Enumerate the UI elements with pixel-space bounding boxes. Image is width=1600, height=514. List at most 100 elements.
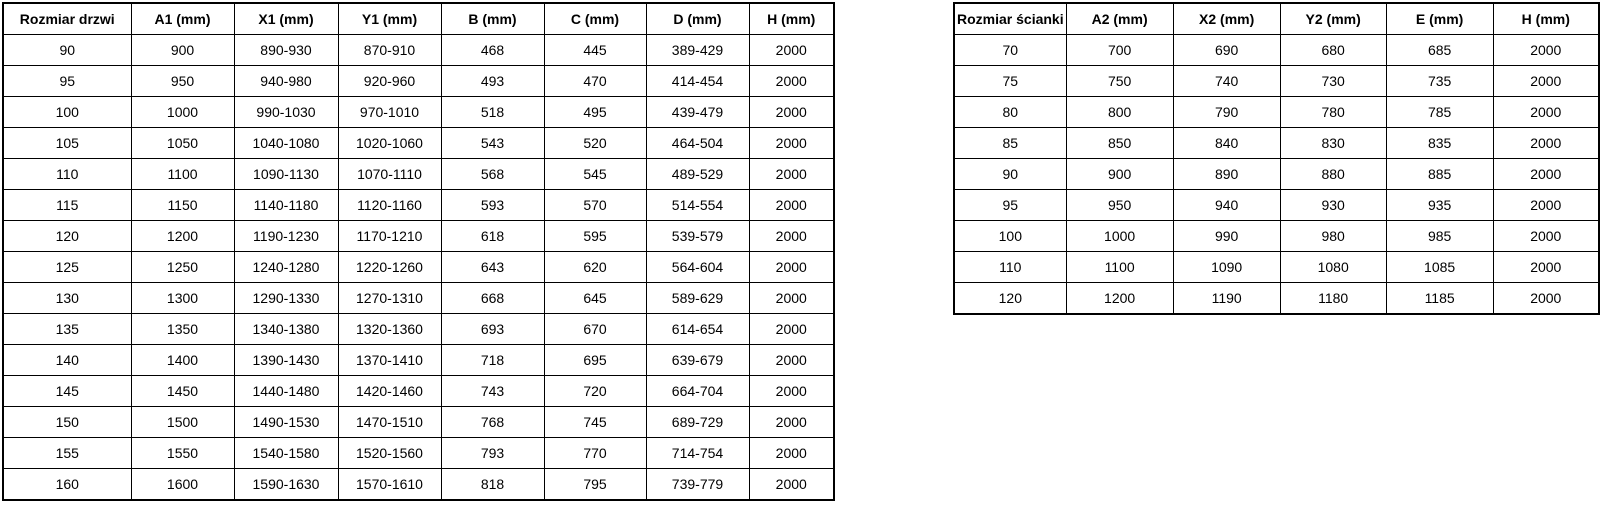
table-row: 140 1400 1390-1430 1370-1410 718 695 639-679 20… <box>2 344 835 376</box>
table-cell: 643 <box>440 251 545 283</box>
table-cell: 639-679 <box>645 344 750 376</box>
table-cell: 1590-1630 <box>233 468 339 501</box>
table-cell: 2000 <box>748 127 835 159</box>
table-cell: 950 <box>130 65 235 97</box>
table-cell: 593 <box>440 189 545 221</box>
table-cell: 1040-1080 <box>233 127 339 159</box>
table-cell: 880 <box>1279 158 1387 190</box>
table-cell: 1100 <box>1065 251 1174 283</box>
table-cell: 740 <box>1172 65 1281 97</box>
table-row: 150 1500 1490-1530 1470-1510 768 745 689-729 20… <box>2 406 835 438</box>
table-cell: 1290-1330 <box>233 282 339 314</box>
table-cell: 2000 <box>748 375 835 407</box>
table-cell: 664-704 <box>645 375 750 407</box>
table-row: 105 1050 1040-1080 1020-1060 543 520 464-504 20… <box>2 127 835 159</box>
table-cell: 2000 <box>1492 34 1600 66</box>
table-cell: 1200 <box>130 220 235 252</box>
table-cell: 520 <box>543 127 647 159</box>
table-row: 100 1000 990 980 985 2000 <box>953 220 1600 252</box>
table-cell: 940-980 <box>233 65 339 97</box>
table-cell: 745 <box>543 406 647 438</box>
table-cell: 990-1030 <box>233 96 339 128</box>
table-cell: 1070-1110 <box>337 158 442 190</box>
table-cell: 718 <box>440 344 545 376</box>
table-cell: 2000 <box>748 158 835 190</box>
table-cell: 564-604 <box>645 251 750 283</box>
table-cell: 890-930 <box>233 34 339 66</box>
table-cell: 1220-1260 <box>337 251 442 283</box>
table-cell: 614-654 <box>645 313 750 345</box>
table-cell: 595 <box>543 220 647 252</box>
table-cell: 850 <box>1065 127 1174 159</box>
table-cell: 730 <box>1279 65 1387 97</box>
table-cell: 870-910 <box>337 34 442 66</box>
table-cell: 818 <box>440 468 545 501</box>
table-cell: 1000 <box>130 96 235 128</box>
table-cell: 1240-1280 <box>233 251 339 283</box>
table-row: 130 1300 1290-1330 1270-1310 668 645 589-629 20… <box>2 282 835 314</box>
table-cell: 1190-1230 <box>233 220 339 252</box>
column-header: H (mm) <box>1492 2 1600 35</box>
column-header: A1 (mm) <box>130 2 235 35</box>
table-cell: 489-529 <box>645 158 750 190</box>
table-cell: 414-454 <box>645 65 750 97</box>
table-cell: 1185 <box>1385 282 1494 315</box>
table-row: 120 1200 1190-1230 1170-1210 618 595 539-579 20… <box>2 220 835 252</box>
table-cell: 539-579 <box>645 220 750 252</box>
table-row: 90 900 890 880 885 2000 <box>953 158 1600 190</box>
table-cell: 940 <box>1172 189 1281 221</box>
table-row: 70 700 690 680 685 2000 <box>953 34 1600 66</box>
table-cell: 570 <box>543 189 647 221</box>
table-cell: 1470-1510 <box>337 406 442 438</box>
table-cell: 950 <box>1065 189 1174 221</box>
table-cell: 2000 <box>1492 282 1600 315</box>
table-cell: 2000 <box>748 437 835 469</box>
table-cell: 1500 <box>130 406 235 438</box>
table-row: 125 1250 1240-1280 1220-1260 643 620 564-604 20… <box>2 251 835 283</box>
column-header: A2 (mm) <box>1065 2 1174 35</box>
table-cell: 85 <box>953 127 1067 159</box>
table-cell: 795 <box>543 468 647 501</box>
table-cell: 2000 <box>1492 65 1600 97</box>
table-cell: 95 <box>953 189 1067 221</box>
table-row: 90 900 890-930 870-910 468 445 389-429 2000 <box>2 34 835 66</box>
table-cell: 768 <box>440 406 545 438</box>
table-cell: 1490-1530 <box>233 406 339 438</box>
table-cell: 1150 <box>130 189 235 221</box>
table-cell: 714-754 <box>645 437 750 469</box>
table-cell: 900 <box>130 34 235 66</box>
table-row: 155 1550 1540-1580 1520-1560 793 770 714-754 20… <box>2 437 835 469</box>
table-cell: 700 <box>1065 34 1174 66</box>
table-cell: 464-504 <box>645 127 750 159</box>
table-cell: 1450 <box>130 375 235 407</box>
table-cell: 145 <box>2 375 132 407</box>
table-cell: 568 <box>440 158 545 190</box>
table-cell: 2000 <box>1492 220 1600 252</box>
table-cell: 668 <box>440 282 545 314</box>
table-cell: 620 <box>543 251 647 283</box>
column-header: C (mm) <box>543 2 647 35</box>
table-cell: 1000 <box>1065 220 1174 252</box>
table-cell: 2000 <box>748 220 835 252</box>
column-header: H (mm) <box>748 2 835 35</box>
table-cell: 970-1010 <box>337 96 442 128</box>
table-cell: 1100 <box>130 158 235 190</box>
column-header: X1 (mm) <box>233 2 339 35</box>
table-cell: 1340-1380 <box>233 313 339 345</box>
table-row: 110 1100 1090-1130 1070-1110 568 545 489-529 20… <box>2 158 835 190</box>
table-cell: 980 <box>1279 220 1387 252</box>
table-cell: 1420-1460 <box>337 375 442 407</box>
table-cell: 2000 <box>748 96 835 128</box>
table-cell: 1020-1060 <box>337 127 442 159</box>
table-cell: 110 <box>2 158 132 190</box>
table-cell: 1250 <box>130 251 235 283</box>
table-cell: 1540-1580 <box>233 437 339 469</box>
table-cell: 135 <box>2 313 132 345</box>
table-row: 85 850 840 830 835 2000 <box>953 127 1600 159</box>
table-cell: 1370-1410 <box>337 344 442 376</box>
table-cell: 1320-1360 <box>337 313 442 345</box>
table-cell: 1440-1480 <box>233 375 339 407</box>
table-cell: 120 <box>953 282 1067 315</box>
table-cell: 785 <box>1385 96 1494 128</box>
